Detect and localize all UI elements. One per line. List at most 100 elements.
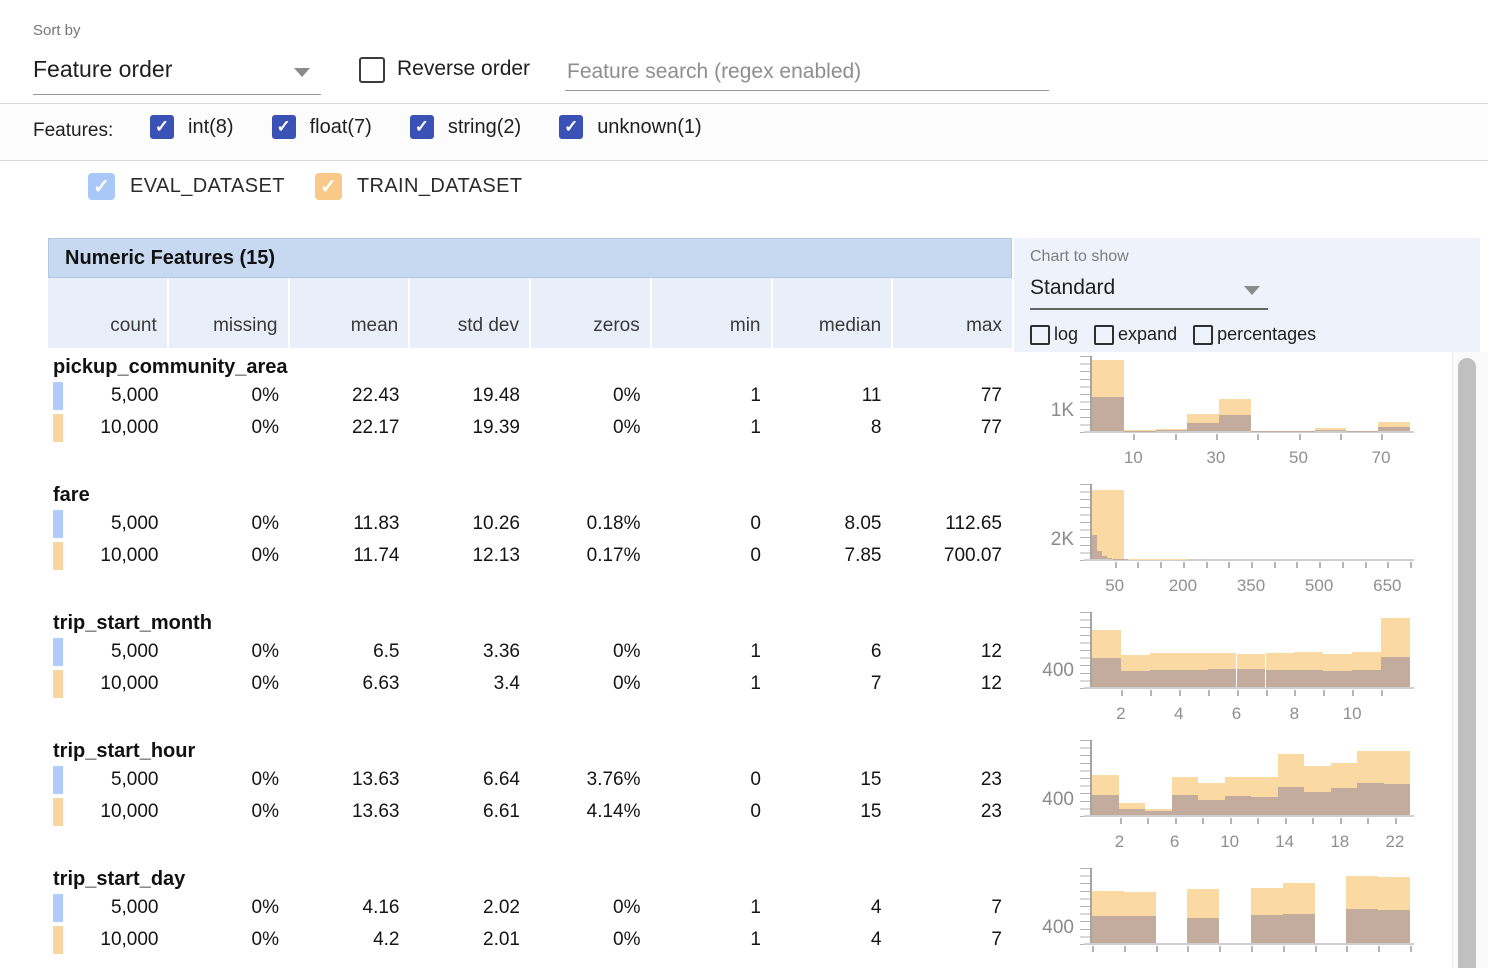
histogram-bar-EVAL_DATASET: [1092, 794, 1119, 815]
x-axis-tick: [1265, 690, 1268, 696]
x-axis-tick-label: 70: [1371, 448, 1391, 467]
dataset-color-swatch: [53, 510, 63, 538]
x-axis-tick-label: 2: [1114, 832, 1125, 851]
stat-value: 0%: [251, 897, 279, 918]
stat-value: 0.18%: [586, 513, 641, 534]
stat-value: 1: [750, 929, 761, 950]
stat-value: 8: [870, 417, 882, 438]
vertical-scrollbar-track[interactable]: [1452, 352, 1488, 968]
x-axis-tick: [1219, 946, 1222, 952]
stat-value: 4.2: [373, 929, 400, 950]
checkbox-checked-icon[interactable]: ✓: [559, 115, 584, 139]
column-header-zeros: zeros: [529, 278, 650, 348]
histogram-bar-EVAL_DATASET: [1282, 913, 1315, 943]
checkbox-checked-icon[interactable]: ✓: [88, 173, 115, 200]
stat-value: 12: [980, 673, 1002, 694]
chart-to-show-label: Chart to show: [1030, 248, 1129, 265]
histogram-bar-EVAL_DATASET: [1107, 557, 1113, 559]
reverse-order-label: Reverse order: [397, 57, 531, 80]
vertical-scrollbar-thumb[interactable]: [1458, 358, 1476, 968]
feature-type-label: float(7): [309, 115, 372, 138]
histogram-bar-EVAL_DATASET: [1219, 414, 1251, 431]
feature-row-trip_start_month: trip_start_month 5,000 0% 6.5 3.36 0% 1 6 12 10,0…: [48, 608, 1012, 736]
histogram-bar-EVAL_DATASET: [1251, 796, 1278, 815]
checkbox-checked-icon[interactable]: ✓: [314, 173, 342, 200]
histogram-bar-TRAIN_DATASET: [1314, 428, 1347, 431]
histogram-bar-EVAL_DATASET: [1383, 783, 1410, 815]
histogram-bar-EVAL_DATASET: [1236, 669, 1266, 687]
checkbox-unchecked-icon[interactable]: [1094, 324, 1115, 345]
histogram-bar-EVAL_DATASET: [1198, 799, 1225, 815]
histogram-bar-EVAL_DATASET: [1378, 909, 1410, 943]
stat-value: 700.07: [943, 545, 1002, 566]
x-axis-tick: [1137, 562, 1140, 568]
x-axis-line: [1084, 687, 1414, 689]
chevron-down-icon[interactable]: [294, 68, 310, 77]
stat-value: 0%: [251, 673, 279, 694]
checkbox-unchecked-icon[interactable]: [1193, 324, 1214, 345]
feature-stats-row-train: 10,000 0% 6.63 3.4 0% 1 7 12: [48, 668, 1012, 700]
stat-value: 0%: [251, 385, 279, 406]
stat-value: 0%: [251, 641, 279, 662]
x-axis-tick: [1339, 434, 1342, 440]
chart-type-select[interactable]: Standard: [1030, 276, 1116, 299]
x-axis-tick: [1314, 946, 1317, 952]
histogram-bar-TRAIN_DATASET: [1378, 422, 1410, 431]
features-label: Features:: [33, 120, 114, 141]
stat-value: 4: [870, 929, 882, 950]
stat-value: 0%: [613, 385, 641, 406]
stat-value: 3.4: [493, 673, 520, 694]
feature-search-input[interactable]: [565, 54, 1049, 91]
column-header-missing: missing: [166, 278, 288, 348]
y-axis-ruler: [1080, 740, 1092, 817]
checkbox-checked-icon[interactable]: ✓: [271, 115, 296, 139]
histogram-plot: [1092, 868, 1410, 943]
stat-value: 19.39: [472, 417, 520, 438]
y-axis-label: 400: [1042, 660, 1074, 682]
x-axis-tick: [1251, 946, 1253, 952]
stat-value: 0: [750, 801, 761, 822]
histogram-bar-EVAL_DATASET: [1224, 796, 1251, 815]
x-axis-tick: [1182, 562, 1185, 568]
feature-type-label: unknown(1): [597, 115, 702, 138]
stat-value: 6.64: [483, 769, 520, 790]
x-axis-tick: [1123, 946, 1126, 952]
feature-stats-row-train: 10,000 0% 22.17 19.39 0% 1 8 77: [48, 412, 1012, 444]
chevron-down-icon[interactable]: [1244, 286, 1260, 295]
histogram-bar-EVAL_DATASET: [1314, 429, 1347, 431]
feature-row-fare: fare 5,000 0% 11.83 10.26 0.18% 0 8.05 112.65 10,…: [48, 480, 1012, 608]
stat-value: 22.17: [351, 417, 400, 438]
histogram-bar-EVAL_DATASET: [1120, 670, 1150, 687]
sort-by-select[interactable]: Feature order: [33, 56, 173, 82]
x-axis-tick: [1205, 562, 1208, 568]
feature-name: pickup_community_area: [53, 356, 288, 378]
y-axis-ruler: [1080, 612, 1092, 689]
feature-stats-row-eval: 5,000 0% 13.63 6.64 3.76% 0 15 23: [48, 764, 1012, 796]
stat-value: 10,000: [100, 545, 159, 566]
histogram-trip_start_day: 400: [1014, 864, 1450, 968]
x-axis-tick-label: 650: [1373, 576, 1402, 595]
column-header-row: count missing mean std dev zeros min median max: [48, 278, 1012, 348]
checkbox-unchecked-icon[interactable]: [1030, 324, 1050, 345]
stat-value: 0: [750, 513, 761, 534]
stat-value: 0: [750, 769, 761, 790]
dataset-color-swatch: [53, 894, 63, 922]
x-axis-tick: [1228, 562, 1231, 568]
stat-value: 7: [991, 897, 1002, 918]
column-header-std-dev: std dev: [408, 278, 529, 348]
sort-by-underline: [33, 94, 321, 95]
stat-value: 7.85: [844, 545, 882, 566]
checkbox-checked-icon[interactable]: ✓: [409, 115, 434, 139]
histogram-bar-TRAIN_DATASET: [1155, 429, 1188, 431]
histogram-plot: [1092, 740, 1410, 815]
x-axis-tick: [1257, 818, 1260, 824]
stat-value: 0%: [613, 417, 641, 438]
histogram-bar-EVAL_DATASET: [1092, 915, 1124, 943]
histogram-fare: 2K 50 200 350 500 650: [1014, 480, 1450, 608]
feature-name: trip_start_month: [53, 612, 212, 634]
checkbox-checked-icon[interactable]: ✓: [150, 115, 174, 139]
histogram-bar-EVAL_DATASET: [1102, 555, 1108, 559]
reverse-order-checkbox[interactable]: [359, 57, 385, 83]
x-axis-tick-label: 350: [1236, 576, 1266, 595]
stat-value: 10,000: [100, 801, 159, 822]
